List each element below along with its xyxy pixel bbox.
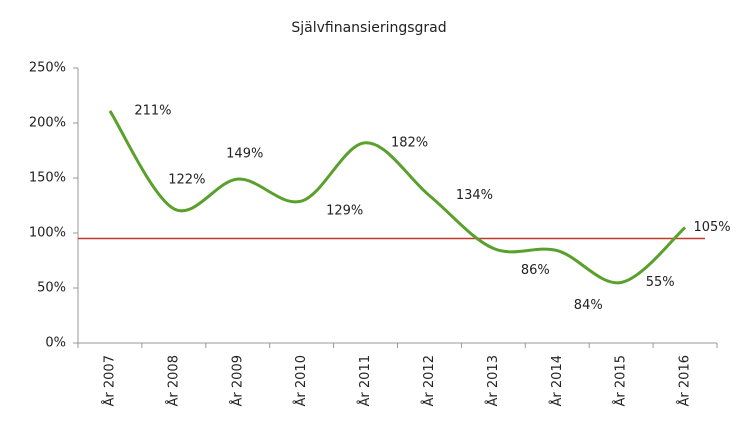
y-tick-label: 150% (29, 171, 66, 186)
y-tick-label: 250% (29, 61, 66, 76)
data-label: 122% (168, 172, 205, 187)
chart-title: Självfinansieringsgrad (291, 20, 446, 36)
data-label: 86% (521, 263, 550, 278)
x-tick-label: År 2009 (229, 355, 245, 406)
x-tick-label: År 2011 (357, 355, 373, 406)
x-tick-label: År 2016 (677, 355, 693, 406)
y-tick-label: 100% (29, 226, 66, 241)
data-label: 129% (326, 204, 363, 219)
data-label: 149% (226, 147, 263, 162)
data-label: 211% (134, 103, 171, 118)
x-tick-label: År 2007 (101, 355, 117, 406)
y-tick-label: 0% (45, 336, 66, 351)
x-tick-label: År 2013 (485, 355, 501, 406)
x-tick-label: År 2010 (293, 355, 309, 406)
x-tick-label: År 2012 (421, 355, 437, 406)
data-label: 134% (456, 188, 493, 203)
x-tick-label: År 2015 (613, 355, 629, 406)
data-label: 182% (391, 135, 428, 150)
x-tick-label: År 2014 (549, 355, 565, 406)
x-tick-label: År 2008 (165, 355, 181, 406)
y-tick-label: 200% (29, 116, 66, 131)
data-label: 55% (646, 275, 675, 290)
y-tick-label: 50% (37, 281, 66, 296)
line (108, 110, 687, 285)
data-label: 84% (574, 298, 603, 313)
data-label: 105% (693, 220, 730, 235)
